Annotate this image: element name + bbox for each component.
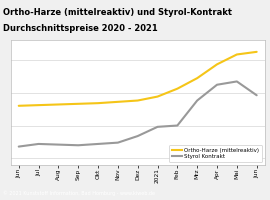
Legend: Ortho-Harze (mittelreaktiv), Styrol Kontrakt: Ortho-Harze (mittelreaktiv), Styrol Kont… [169,145,262,162]
Text: Ortho-Harze (mittelreaktiv) und Styrol-Kontrakt: Ortho-Harze (mittelreaktiv) und Styrol-K… [3,8,232,17]
Text: Durchschnittspreise 2020 - 2021: Durchschnittspreise 2020 - 2021 [3,24,158,33]
Text: © 2021 Kunststoff Information, Bad Homburg - www.kiweb.de: © 2021 Kunststoff Information, Bad Hombu… [3,191,155,196]
